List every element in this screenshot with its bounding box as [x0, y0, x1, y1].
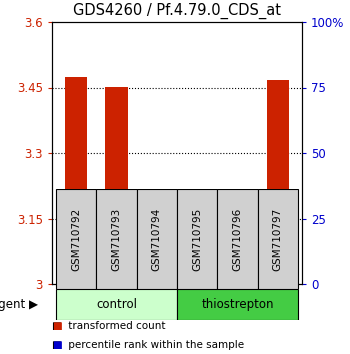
Text: GSM710797: GSM710797: [273, 207, 283, 270]
Text: thiostrepton: thiostrepton: [201, 298, 274, 311]
Bar: [137, 189, 177, 289]
Text: GSM710795: GSM710795: [192, 207, 202, 270]
Bar: [146, 213, 168, 284]
Bar: [186, 227, 208, 284]
Text: ■: ■: [52, 340, 62, 350]
Bar: [258, 189, 298, 289]
Bar: [217, 189, 258, 289]
Bar: [96, 189, 137, 289]
Bar: [65, 78, 87, 284]
Text: GSM710796: GSM710796: [232, 207, 243, 270]
Bar: [267, 80, 289, 284]
Bar: [177, 289, 298, 320]
Text: GSM710793: GSM710793: [112, 207, 121, 270]
Text: ■  transformed count: ■ transformed count: [52, 321, 166, 331]
Bar: [105, 87, 128, 284]
Text: ■: ■: [52, 321, 62, 331]
Bar: [226, 220, 248, 284]
Bar: [56, 289, 177, 320]
Text: control: control: [96, 298, 137, 311]
Text: ■  percentile rank within the sample: ■ percentile rank within the sample: [52, 340, 244, 350]
Text: agent ▶: agent ▶: [0, 298, 38, 311]
Text: GSM710792: GSM710792: [71, 207, 81, 270]
Text: GSM710794: GSM710794: [152, 207, 162, 270]
Bar: [177, 189, 217, 289]
Bar: [56, 189, 96, 289]
Title: GDS4260 / Pf.4.79.0_CDS_at: GDS4260 / Pf.4.79.0_CDS_at: [73, 3, 281, 19]
